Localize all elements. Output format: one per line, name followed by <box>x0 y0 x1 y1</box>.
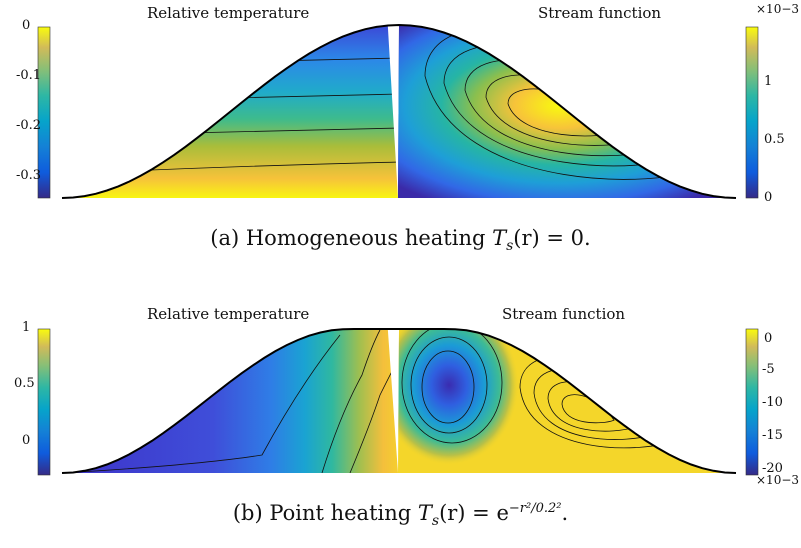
panel-b-temperature-contour <box>62 334 341 473</box>
panel-a-colorbar-exponent: ×10−3 <box>756 2 800 16</box>
panel-b-right-tick: -10 <box>762 395 783 410</box>
panel-b-right-colorbar <box>745 328 759 476</box>
panel-a-right-tick: 0.5 <box>764 132 785 147</box>
panel-b-right-tick: -15 <box>762 428 783 443</box>
panel-a-left-title: Relative temperature <box>147 4 310 22</box>
panel-a-left-tick: -0.1 <box>16 68 42 83</box>
panel-a-right-tick: 0 <box>764 190 773 205</box>
panel-b-left-tick: 0.5 <box>14 376 35 391</box>
panel-a-right-tick: 1 <box>764 74 773 89</box>
panel-a-left-tick: 0 <box>22 18 31 33</box>
panel-b-left-title: Relative temperature <box>147 305 310 323</box>
panel-b-right-tick: 0 <box>764 331 773 346</box>
panel-b-right-tick: -5 <box>762 362 775 377</box>
panel-a-left-tick: -0.3 <box>16 168 42 183</box>
panel-a-left-tick: -0.2 <box>16 118 42 133</box>
panel-b-left-tick: 0 <box>22 433 31 448</box>
panel-b-left-tick: 1 <box>22 320 31 335</box>
panel-a: Relative temperature Stream function <box>0 0 801 270</box>
panel-a-caption: (a) Homogeneous heating Ts(r) = 0. <box>210 226 591 255</box>
panel-b-stream-contour <box>561 394 615 424</box>
panel-a-right-colorbar <box>745 26 759 199</box>
panel-b-stream-contour <box>421 350 475 424</box>
panel-b-domain-outline <box>61 328 737 474</box>
panel-b: Relative temperature Stream function 1 0… <box>0 305 801 548</box>
panel-b-colorbar-exponent: ×10−3 <box>756 473 800 487</box>
panel-b-plot <box>37 328 759 476</box>
panel-b-stream-field <box>398 329 736 473</box>
panel-b-right-tick: -20 <box>762 461 783 476</box>
panel-a-left-colorbar <box>37 26 51 199</box>
panel-b-stream-contour <box>401 329 503 444</box>
panel-b-right-title: Stream function <box>502 305 626 323</box>
panel-b-temperature-contour <box>321 329 381 473</box>
panel-b-temperature-field <box>62 329 398 473</box>
panel-b-left-colorbar <box>37 328 51 476</box>
panel-b-caption: (b) Point heating Ts(r) = e−r²/0.2². <box>232 501 569 530</box>
panel-a-right-title: Stream function <box>538 4 662 22</box>
panel-a-temperature-field <box>62 25 398 198</box>
panel-a-plot <box>37 23 759 199</box>
panel-a-stream-field <box>398 25 736 198</box>
panel-b-stream-contour <box>410 336 488 434</box>
panel-a-domain-outline <box>61 23 737 199</box>
